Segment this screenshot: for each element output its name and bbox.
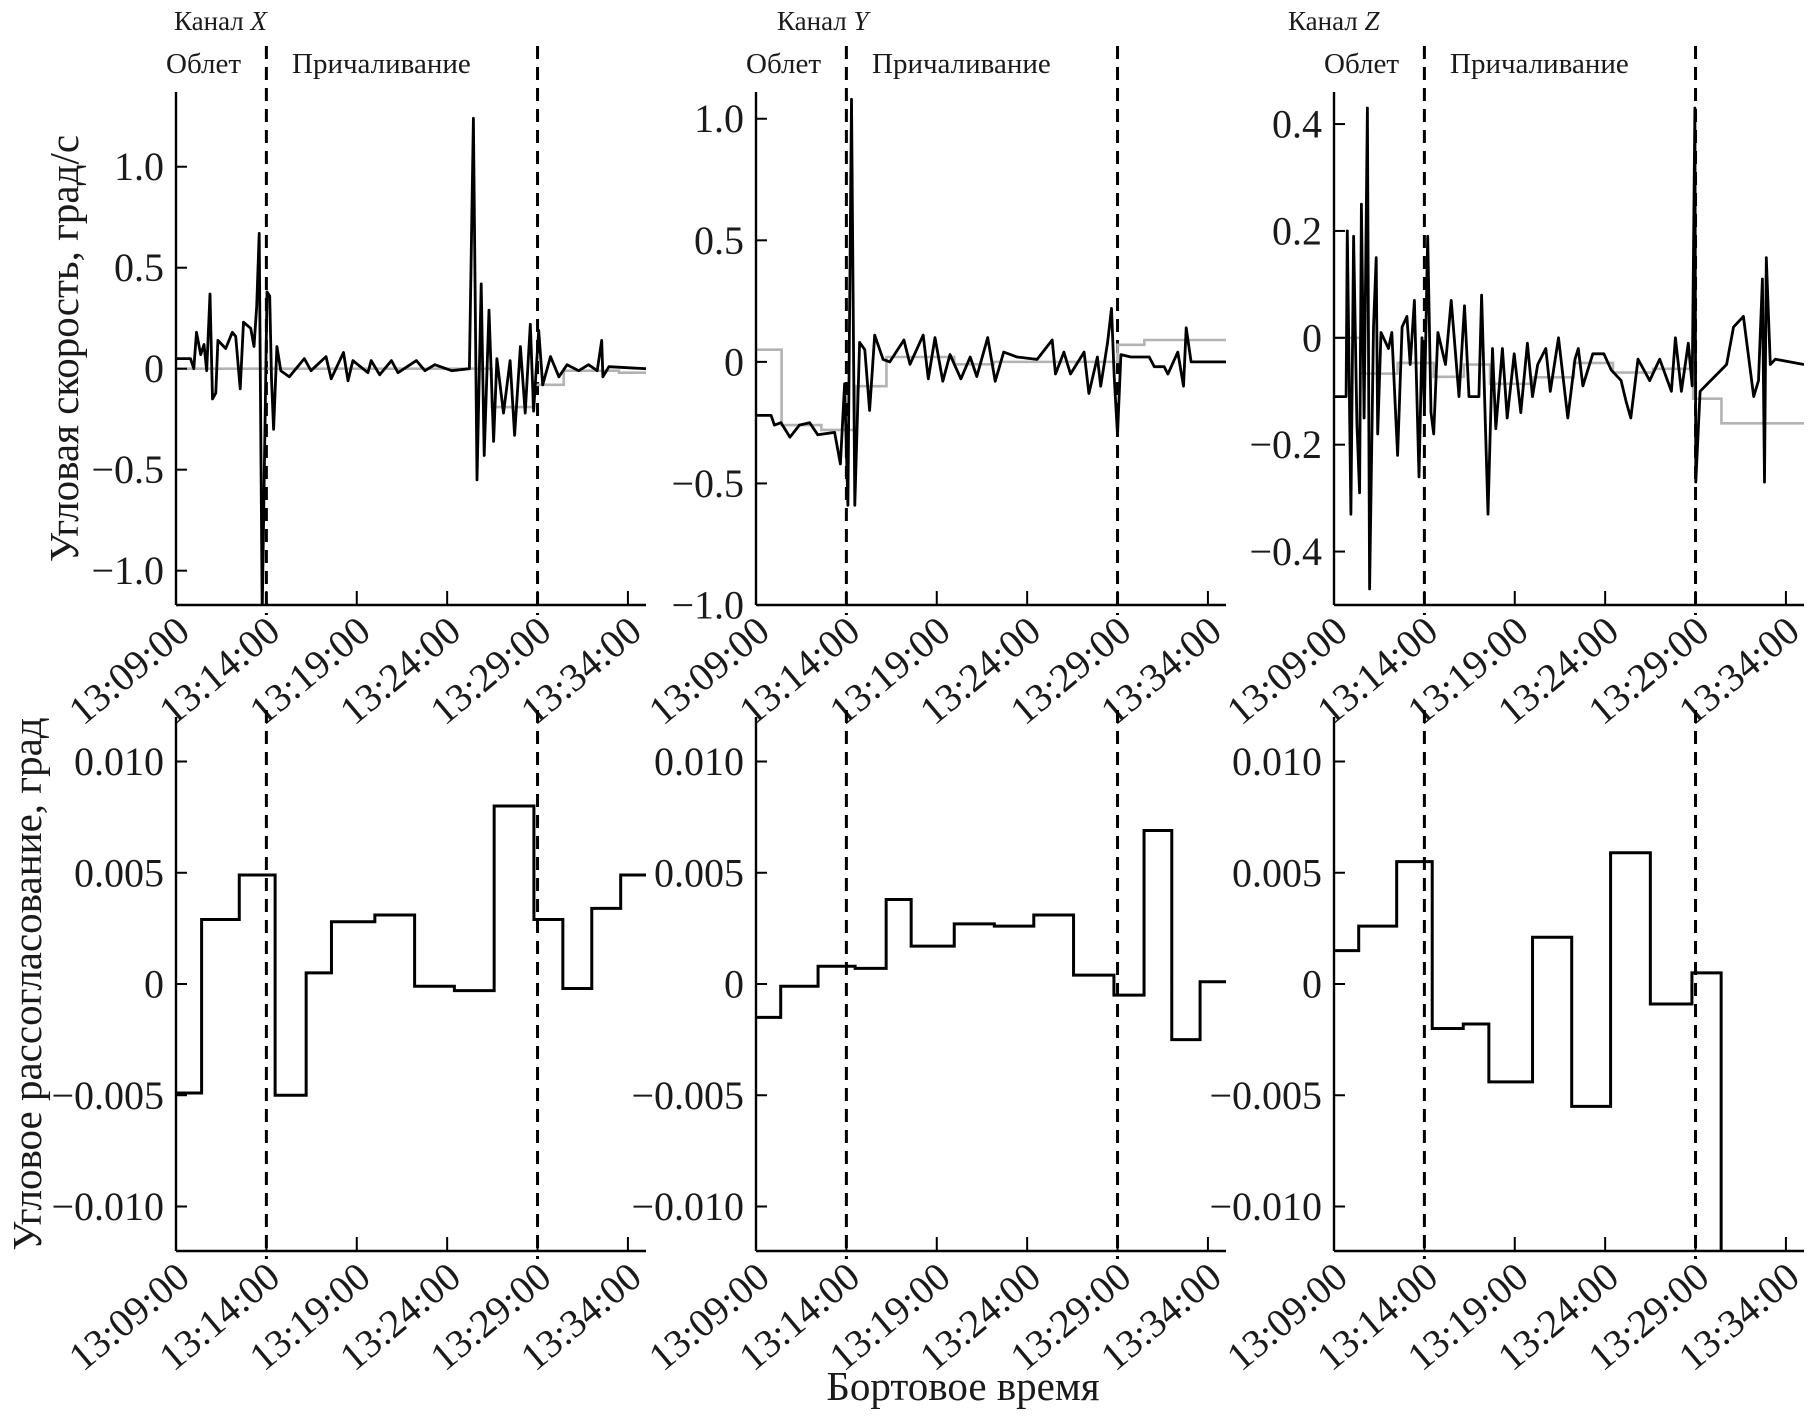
- y-tick-label: 1.0: [694, 96, 744, 141]
- y-tick-label: 0: [1302, 315, 1322, 360]
- panel-angular-rate-y: 1.00.50−0.5−1.013:09:0013:14:0013:19:001…: [640, 6, 1230, 733]
- phase-label-flyaround: Облет: [746, 48, 821, 80]
- y-tick-label: 0.005: [74, 850, 164, 895]
- y-tick-label: 0.005: [1232, 850, 1322, 895]
- measured-angular-rate-line: [1334, 106, 1804, 591]
- channel-title-space: [244, 6, 251, 36]
- panel-misalignment-x: 0.0100.0050−0.005−0.01013:09:0013:14:001…: [4, 710, 650, 1379]
- y-tick-label: 0: [724, 962, 744, 1007]
- phase-label-berthing: Причаливание: [1450, 48, 1629, 80]
- measured-angular-rate-line: [756, 97, 1226, 507]
- channel-title-word: Канал: [1288, 6, 1358, 36]
- misalignment-step-line: [1334, 851, 1723, 1251]
- y-tick-label: 0.4: [1272, 102, 1322, 147]
- channel-axis-letter: Z: [1365, 6, 1381, 36]
- y-tick-label: −0.005: [631, 1073, 744, 1118]
- panel-misalignment-y: 0.0100.0050−0.005−0.01013:09:0013:14:001…: [631, 710, 1230, 1379]
- y-tick-label: −0.010: [631, 1184, 744, 1229]
- phase-label-flyaround: Облет: [1324, 48, 1399, 80]
- channel-title-space: [1358, 6, 1365, 36]
- y-tick-label: −0.010: [51, 1184, 164, 1229]
- y-axis-title: Угловое рассогласование, град: [4, 717, 50, 1250]
- y-tick-label: 0.5: [694, 218, 744, 263]
- measured-angular-rate-line: [176, 116, 646, 605]
- y-tick-label: −0.005: [1209, 1073, 1322, 1118]
- y-tick-label: −0.5: [671, 461, 744, 506]
- y-tick-label: −0.5: [91, 447, 164, 492]
- y-tick-label: 0.2: [1272, 208, 1322, 253]
- y-tick-label: 0: [1302, 962, 1322, 1007]
- y-tick-label: 1.0: [114, 144, 164, 189]
- misalignment-step-line: [756, 828, 1226, 1042]
- y-tick-label: −0.4: [1249, 529, 1322, 574]
- y-tick-label: 0: [144, 962, 164, 1007]
- y-tick-label: 0.005: [654, 850, 744, 895]
- phase-label-berthing: Причаливание: [872, 48, 1051, 80]
- panel-angular-rate-x: 1.00.50−0.5−1.013:09:0013:14:0013:19:001…: [41, 6, 650, 733]
- phase-label-flyaround: Облет: [166, 48, 241, 80]
- channel-title-word: Канал: [777, 6, 847, 36]
- channel-axis-letter: Y: [854, 6, 872, 36]
- reference-rate-step-line: [756, 338, 1226, 432]
- y-tick-label: 0.5: [114, 245, 164, 290]
- y-tick-label: −0.005: [51, 1073, 164, 1118]
- channel-title: Канал Z: [1288, 6, 1381, 36]
- reference-rate-step-line: [176, 367, 646, 409]
- misalignment-step-line: [176, 804, 646, 1097]
- y-tick-label: −0.2: [1249, 422, 1322, 467]
- x-axis-title: Бортовое время: [826, 1363, 1099, 1409]
- channel-title: Канал Y: [777, 6, 872, 36]
- y-tick-label: 0.010: [654, 739, 744, 784]
- panel-angular-rate-z: 0.40.20−0.2−0.413:09:0013:14:0013:19:001…: [1218, 6, 1808, 733]
- channel-axis-letter: X: [250, 6, 269, 36]
- y-tick-label: −1.0: [91, 548, 164, 593]
- phase-label-berthing: Причаливание: [292, 48, 471, 80]
- y-axis-title: Угловая скорость, град/с: [41, 135, 87, 562]
- channel-title-space: [847, 6, 854, 36]
- y-tick-label: 0: [724, 339, 744, 384]
- panels: 1.00.50−0.5−1.013:09:0013:14:0013:19:001…: [4, 6, 1808, 1379]
- y-tick-label: −1.0: [671, 583, 744, 628]
- y-tick-label: 0: [144, 346, 164, 391]
- channel-title-word: Канал: [174, 6, 244, 36]
- y-tick-label: 0.010: [74, 739, 164, 784]
- panel-misalignment-z: 0.0100.0050−0.005−0.01013:09:0013:14:001…: [1209, 710, 1808, 1379]
- channel-title: Канал X: [174, 6, 269, 36]
- y-tick-label: −0.010: [1209, 1184, 1322, 1229]
- y-tick-label: 0.010: [1232, 739, 1322, 784]
